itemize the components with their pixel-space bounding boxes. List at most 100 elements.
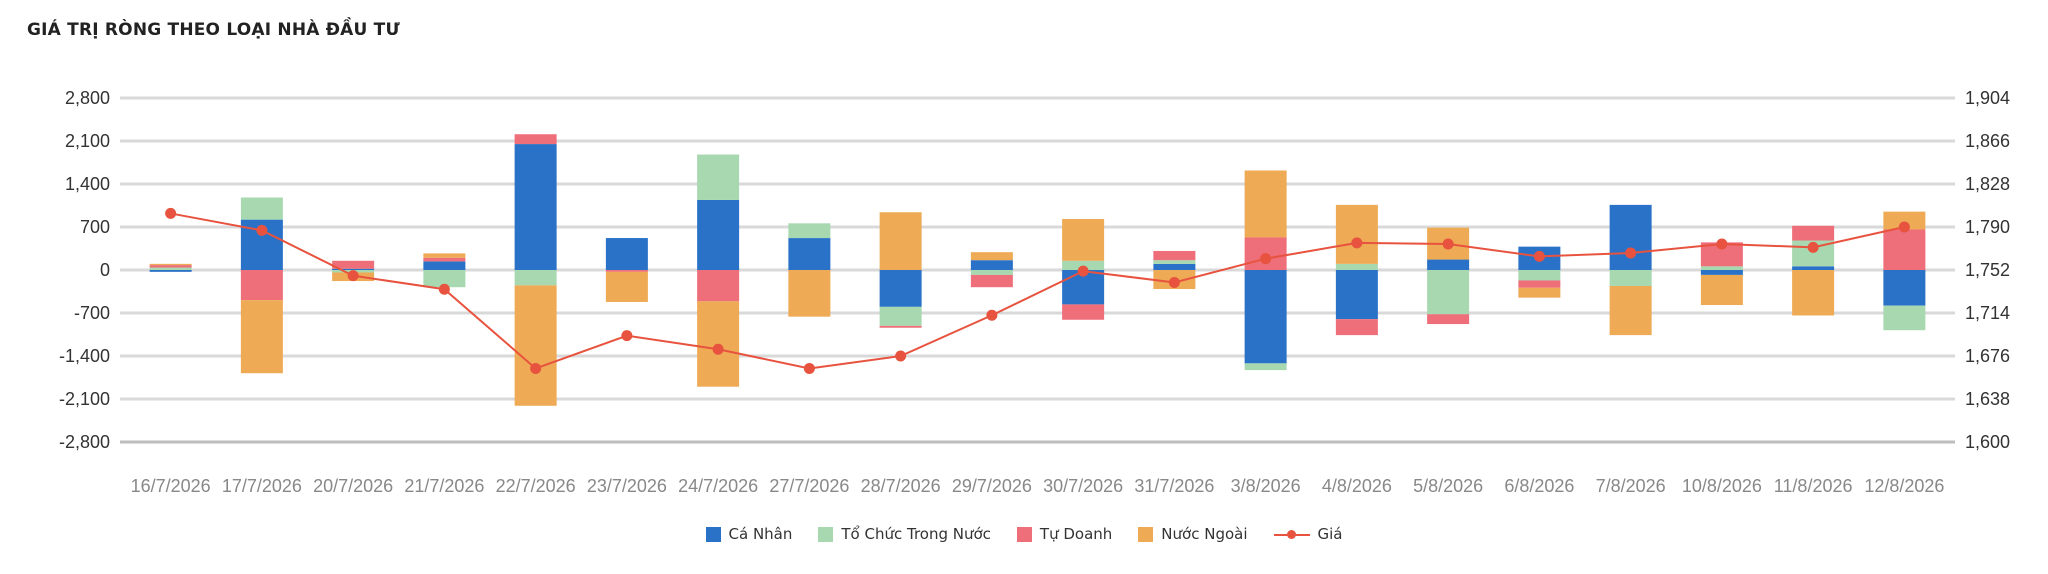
left-tick-label: 2,800	[65, 88, 110, 108]
x-tick-label: 30/7/2026	[1043, 476, 1123, 496]
price-point	[1716, 238, 1728, 250]
legend-item[interactable]: Tự Doanh	[1016, 525, 1113, 543]
bar-segment	[1518, 280, 1561, 288]
left-tick-label: -2,800	[59, 432, 110, 452]
right-tick-label: 1,790	[1965, 217, 2010, 237]
legend-swatch	[818, 526, 834, 542]
left-tick-label: -2,100	[59, 389, 110, 409]
price-point	[1807, 241, 1819, 253]
bar-segment	[514, 270, 557, 286]
x-axis-ticks: 16/7/2026 17/7/2026 20/7/2026 21/7/2026 22/7…	[131, 476, 1945, 496]
bar-segment	[514, 134, 557, 145]
bar-segment	[1883, 270, 1926, 306]
x-tick-label: 12/8/2026	[1864, 476, 1944, 496]
price-point	[1077, 265, 1089, 277]
bar-segment	[697, 154, 740, 200]
x-tick-label: 5/8/2026	[1413, 476, 1483, 496]
bar-segment	[1609, 270, 1652, 286]
bar-segment	[240, 270, 283, 301]
bar-segment	[1792, 266, 1835, 270]
price-point	[986, 309, 998, 321]
bar-segment	[1518, 270, 1561, 281]
legend-swatch	[1016, 526, 1032, 542]
price-line-layer	[165, 207, 1910, 374]
bar-segment	[1883, 305, 1926, 331]
x-tick-label: 11/8/2026	[1774, 476, 1853, 496]
bar-segment	[879, 306, 922, 326]
x-tick-label: 20/7/2026	[313, 476, 393, 496]
right-tick-label: 1,638	[1965, 389, 2010, 409]
x-tick-label: 10/8/2026	[1682, 476, 1762, 496]
bar-segment	[605, 238, 648, 270]
legend-label: Tổ Chức Trong Nước	[841, 525, 991, 543]
bar-segment	[149, 270, 192, 272]
bar-segment	[1153, 260, 1196, 264]
bar-segment	[240, 300, 283, 374]
left-axis-ticks: 2,800 2,100 1,400 700 0 -700 -1,400 -2,100 -2,80…	[59, 88, 110, 452]
legend-swatch	[705, 526, 721, 542]
x-tick-label: 29/7/2026	[952, 476, 1032, 496]
bar-segment	[1427, 270, 1470, 315]
bar-segment	[879, 212, 922, 270]
legend-label: Nước Ngoài	[1161, 525, 1248, 543]
bar-segment	[423, 257, 466, 262]
legend-item[interactable]: Tổ Chức Trong Nước	[818, 525, 991, 543]
bar-segment	[1792, 270, 1835, 316]
x-tick-label: 16/7/2026	[131, 476, 211, 496]
legend-item[interactable]: Cá Nhân	[705, 525, 792, 543]
bar-segment	[149, 267, 192, 270]
price-point	[1351, 237, 1363, 249]
bar-segment	[1700, 266, 1743, 270]
bar-segment	[788, 270, 831, 317]
left-tick-label: -700	[74, 303, 110, 323]
bar-segment	[1700, 274, 1743, 306]
bar-segment	[970, 274, 1013, 288]
price-point	[1625, 247, 1637, 259]
price-point	[165, 207, 177, 219]
bar-segment	[1609, 285, 1652, 336]
bar-segment	[1062, 304, 1105, 320]
right-tick-label: 1,752	[1965, 260, 2010, 280]
bar-segment	[1335, 204, 1378, 264]
x-tick-label: 7/8/2026	[1596, 476, 1666, 496]
bar-segment	[1883, 211, 1926, 230]
bar-segment	[1153, 250, 1196, 261]
bar-segment	[1062, 260, 1105, 270]
x-tick-label: 24/7/2026	[678, 476, 758, 496]
legend-label: Tự Doanh	[1039, 525, 1113, 543]
bar-segment	[423, 270, 466, 288]
price-point	[895, 350, 907, 362]
x-tick-label: 4/8/2026	[1322, 476, 1392, 496]
bar-segment	[1153, 263, 1196, 270]
x-tick-label: 17/7/2026	[222, 476, 302, 496]
bar-segment	[970, 260, 1013, 270]
price-point	[803, 362, 815, 374]
bar-segment	[1609, 204, 1652, 270]
bar-segment	[149, 265, 192, 268]
bar-segment	[240, 197, 283, 220]
right-axis-ticks: 1,904 1,866 1,828 1,790 1,752 1,714 1,676 1,638…	[1965, 88, 2010, 452]
left-tick-label: -1,400	[59, 346, 110, 366]
bar-segment	[1244, 363, 1287, 371]
bar-segment	[332, 260, 375, 269]
legend-item[interactable]: Giá	[1273, 525, 1342, 543]
grid-lines	[120, 96, 1955, 444]
legend-item[interactable]: Nước Ngoài	[1138, 525, 1248, 543]
bar-segment	[1700, 242, 1743, 267]
price-point	[712, 343, 724, 355]
left-tick-label: 700	[80, 217, 110, 237]
bar-segment	[423, 261, 466, 270]
bar-segment	[1427, 314, 1470, 325]
bar-segment	[1244, 270, 1287, 364]
price-line	[170, 212, 1905, 370]
bar-segment	[1335, 319, 1378, 336]
bar-segment	[697, 199, 740, 270]
right-tick-label: 1,714	[1965, 303, 2010, 323]
price-point	[621, 330, 633, 342]
x-tick-label: 3/8/2026	[1231, 476, 1301, 496]
price-point	[1898, 221, 1910, 233]
left-tick-label: 2,100	[65, 131, 110, 151]
bar-segment	[423, 253, 466, 258]
bar-segment	[605, 271, 648, 302]
